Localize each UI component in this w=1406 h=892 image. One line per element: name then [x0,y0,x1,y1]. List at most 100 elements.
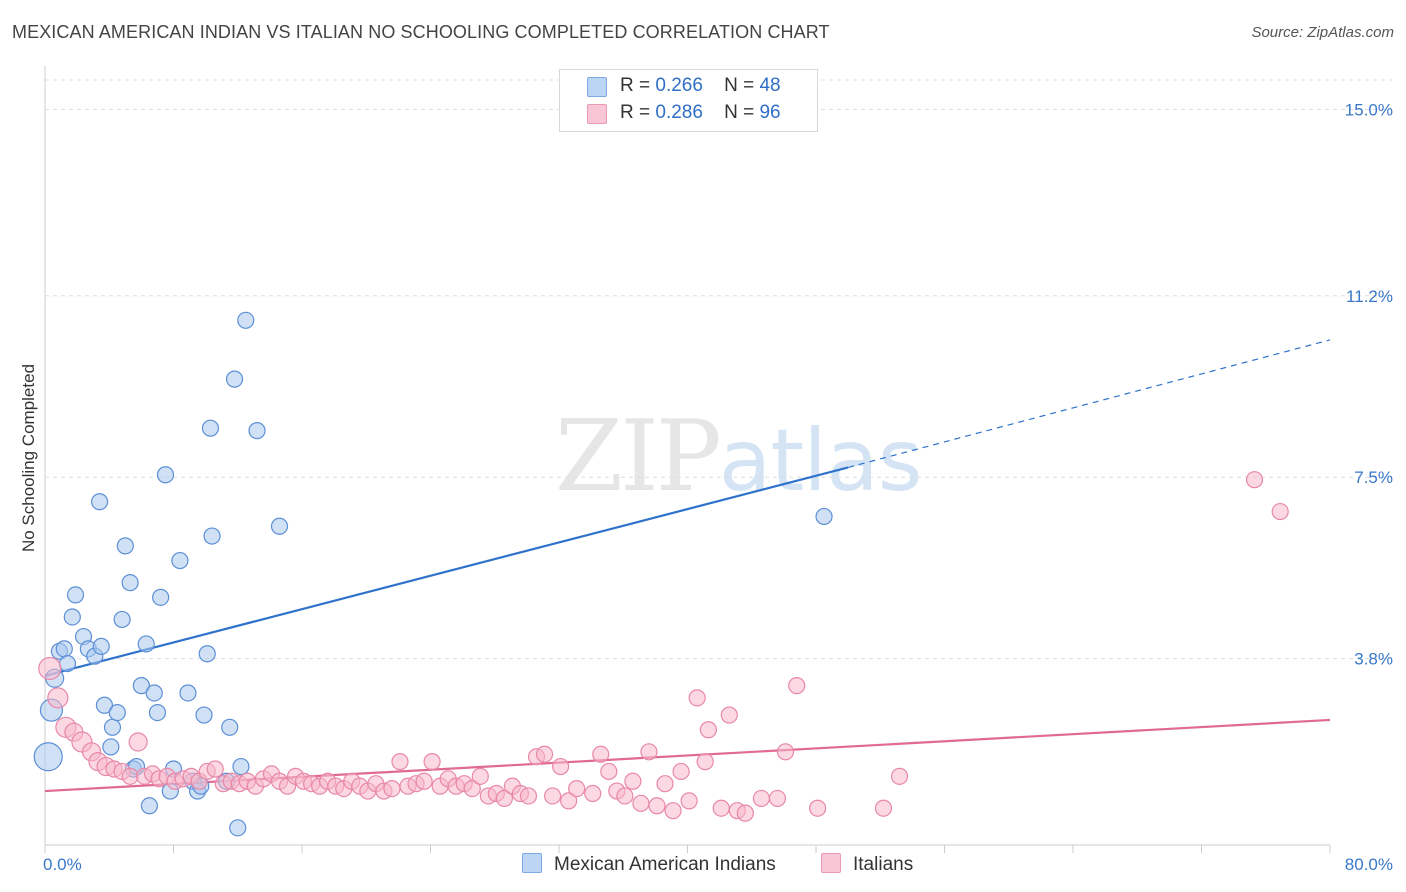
point-mexican-american-indians [148,703,167,722]
point-italians [560,792,578,810]
x-tick-label-max: 80.0% [1345,855,1393,874]
point-italians [383,780,401,798]
trend-layer [44,339,1331,793]
point-italians [672,762,690,781]
point-mexican-american-indians [152,588,170,606]
point-mexican-american-indians [55,640,73,658]
point-mexican-american-indians [108,703,126,722]
point-mexican-american-indians [201,419,220,437]
y-tick-label: 7.5% [1354,468,1393,487]
point-italians [463,780,481,798]
series-legend-italians: Italians [821,853,913,876]
point-mexican-american-indians [198,645,216,663]
point-italians [696,753,714,771]
point-italians [600,762,618,781]
point-italians [752,789,770,808]
label-layer: 3.8% 7.5% 11.2% 15.0% 0.0% 80.0% No Schooling … [19,100,1393,874]
watermark-atlas: atlas [718,411,923,511]
point-italians [688,689,706,707]
chart-title: MEXICAN AMERICAN INDIAN VS ITALIAN NO SC… [12,22,830,42]
point-mexican-american-indians [66,586,85,604]
point-mexican-american-indians [156,466,175,484]
point-italians [768,789,787,808]
point-mexican-american-indians [113,610,131,629]
point-mexican-american-indians [232,757,250,776]
point-italians [592,745,610,763]
point-italians [736,804,754,822]
point-layer [33,311,1289,837]
point-mexican-american-indians [140,797,159,815]
point-italians [391,753,409,771]
series-swatch-pink [821,853,841,873]
point-italians [1271,502,1289,521]
point-italians [809,799,827,817]
point-mexican-american-indians [58,654,77,673]
point-mexican-american-indians [248,422,266,440]
point-italians [874,799,893,817]
point-italians [624,772,642,790]
y-axis-title: No Schooling Completed [19,364,38,552]
watermark: ZIPatlas [555,400,923,514]
legend-text: R = 0.286 N = 96 [620,102,781,124]
point-mexican-american-indians [270,517,289,535]
legend-swatch-blue [587,77,607,97]
point-italians [699,721,717,739]
legend-r-value: 0.286 [655,102,703,123]
legend-r-label: R = [620,102,651,123]
point-italians [1245,471,1264,489]
point-italians [415,772,433,790]
point-italians [664,802,682,820]
y-tick-label: 15.0% [1345,100,1393,119]
point-mexican-american-indians [116,537,134,555]
point-italians [471,767,489,785]
watermark-zip: ZIP [555,400,722,514]
legend-swatch-pink [587,104,607,124]
series-legend-mexican-american-indians: Mexican American Indians [522,853,776,876]
point-italians [712,799,730,817]
point-italians [543,787,562,805]
grid-layer [45,79,1392,660]
point-italians [206,760,224,778]
point-italians [640,743,658,761]
y-tick-label: 11.2% [1346,287,1393,306]
series-legend-label: Mexican American Indians [554,854,776,875]
point-mexican-american-indians [195,706,213,724]
legend-n-value: 96 [759,102,781,123]
trendline-extension-mexican-american-indians [847,339,1331,468]
point-mexican-american-indians [92,637,110,655]
point-mexican-american-indians [179,684,197,702]
correlation-legend: R = 0.266 N = 48 R = 0.286 N = 96 [559,69,818,132]
point-mexican-american-indians [137,635,155,653]
point-mexican-american-indians [91,493,109,511]
point-mexican-american-indians [103,718,122,736]
legend-n-label: N = [724,102,755,123]
point-italians [632,794,650,812]
point-italians [38,656,62,681]
point-mexican-american-indians [203,527,221,545]
legend-n-label: N = [724,75,755,96]
point-mexican-american-indians [815,507,833,526]
point-italians [890,767,909,785]
point-mexican-american-indians [171,551,189,570]
point-italians [535,745,554,763]
point-italians [656,775,674,793]
point-italians [552,757,570,776]
point-italians [495,789,513,808]
point-italians [121,767,139,785]
series-legend-label: Italians [853,854,914,875]
legend-r-label: R = [620,75,651,96]
chart-source: Source: ZipAtlas.com [1251,24,1394,41]
series-swatch-blue [522,853,542,873]
point-mexican-american-indians [95,696,114,714]
point-mexican-american-indians [229,819,247,837]
x-tick-label-min: 0.0% [43,855,82,874]
legend-text: R = 0.266 N = 48 [620,75,781,97]
point-italians [720,706,738,724]
point-mexican-american-indians [132,677,150,695]
point-italians [128,732,148,752]
point-mexican-american-indians [121,574,139,592]
point-italians [616,787,634,805]
y-tick-label: 3.8% [1354,650,1393,669]
point-mexican-american-indians [63,608,81,626]
